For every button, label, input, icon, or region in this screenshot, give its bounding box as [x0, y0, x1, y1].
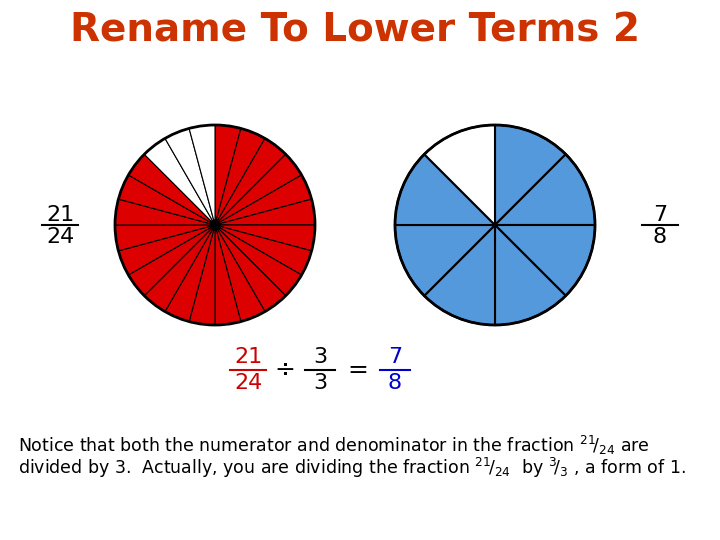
Wedge shape — [189, 125, 215, 225]
Wedge shape — [215, 225, 302, 296]
Wedge shape — [215, 138, 286, 225]
Wedge shape — [118, 225, 215, 275]
Wedge shape — [424, 125, 495, 225]
Wedge shape — [495, 225, 566, 325]
Text: 24: 24 — [46, 227, 74, 247]
Wedge shape — [215, 154, 302, 225]
Wedge shape — [424, 225, 495, 325]
Wedge shape — [165, 129, 215, 225]
Wedge shape — [215, 129, 265, 225]
Text: Rename To Lower Terms 2: Rename To Lower Terms 2 — [70, 11, 640, 49]
Wedge shape — [395, 154, 495, 225]
Wedge shape — [215, 225, 315, 251]
Wedge shape — [144, 225, 215, 312]
Wedge shape — [215, 225, 265, 322]
Text: 7: 7 — [653, 205, 667, 225]
Wedge shape — [215, 199, 315, 225]
Wedge shape — [495, 125, 566, 225]
Text: 8: 8 — [388, 373, 402, 393]
Text: 7: 7 — [388, 347, 402, 367]
Wedge shape — [215, 225, 241, 325]
Text: 3: 3 — [313, 347, 327, 367]
Text: 8: 8 — [653, 227, 667, 247]
Text: Notice that both the numerator and denominator in the fraction $^{21}\!/_{24}$ a: Notice that both the numerator and denom… — [18, 434, 649, 456]
Wedge shape — [395, 225, 495, 296]
Wedge shape — [128, 225, 215, 296]
Text: 21: 21 — [46, 205, 74, 225]
Circle shape — [210, 220, 220, 230]
Text: 3: 3 — [313, 373, 327, 393]
Wedge shape — [189, 225, 215, 325]
Wedge shape — [215, 175, 312, 225]
Text: divided by 3.  Actually, you are dividing the fraction $^{21}\!/_{24}$  by $^{3}: divided by 3. Actually, you are dividing… — [18, 456, 686, 480]
Wedge shape — [215, 125, 241, 225]
Wedge shape — [115, 225, 215, 251]
Wedge shape — [495, 225, 595, 296]
Text: 21: 21 — [234, 347, 262, 367]
Text: 24: 24 — [234, 373, 262, 393]
Wedge shape — [115, 199, 215, 225]
Text: ÷: ÷ — [274, 358, 295, 382]
Wedge shape — [118, 175, 215, 225]
Wedge shape — [215, 225, 286, 312]
Wedge shape — [128, 154, 215, 225]
Wedge shape — [215, 225, 312, 275]
Text: =: = — [348, 358, 369, 382]
Wedge shape — [144, 138, 215, 225]
Wedge shape — [495, 154, 595, 225]
Wedge shape — [165, 225, 215, 322]
